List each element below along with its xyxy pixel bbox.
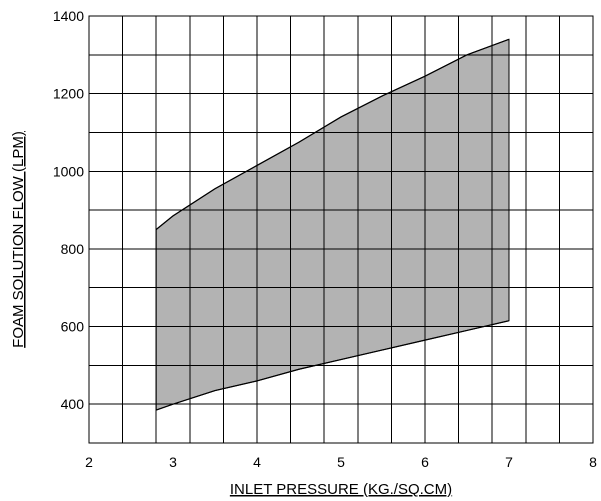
y-tick-label: 800 [61, 241, 85, 257]
x-tick-label: 2 [85, 454, 93, 470]
y-axis-label: FOAM SOLUTION FLOW (LPM) [10, 131, 27, 348]
x-tick-labels: 2 3 4 5 6 7 8 [85, 454, 597, 470]
y-tick-label: 1400 [53, 8, 84, 24]
y-tick-label: 400 [61, 396, 85, 412]
y-tick-label: 600 [61, 319, 85, 335]
x-tick-label: 7 [505, 454, 513, 470]
y-tick-labels: 400 600 800 1000 1200 1400 [53, 8, 84, 412]
y-tick-label: 1000 [53, 163, 84, 179]
x-tick-label: 8 [589, 454, 597, 470]
flow-range-area [155, 38, 510, 411]
x-tick-label: 5 [337, 454, 345, 470]
x-tick-label: 4 [253, 454, 261, 470]
x-tick-label: 3 [169, 454, 177, 470]
lower-flow-line [156, 320, 510, 411]
upper-flow-line [155, 38, 510, 230]
x-tick-label: 6 [421, 454, 429, 470]
x-axis-label: INLET PRESSURE (KG./SQ.CM) [230, 481, 452, 498]
flow-band [155, 38, 510, 411]
y-tick-label: 1200 [53, 86, 84, 102]
plot-frame [88, 15, 594, 444]
